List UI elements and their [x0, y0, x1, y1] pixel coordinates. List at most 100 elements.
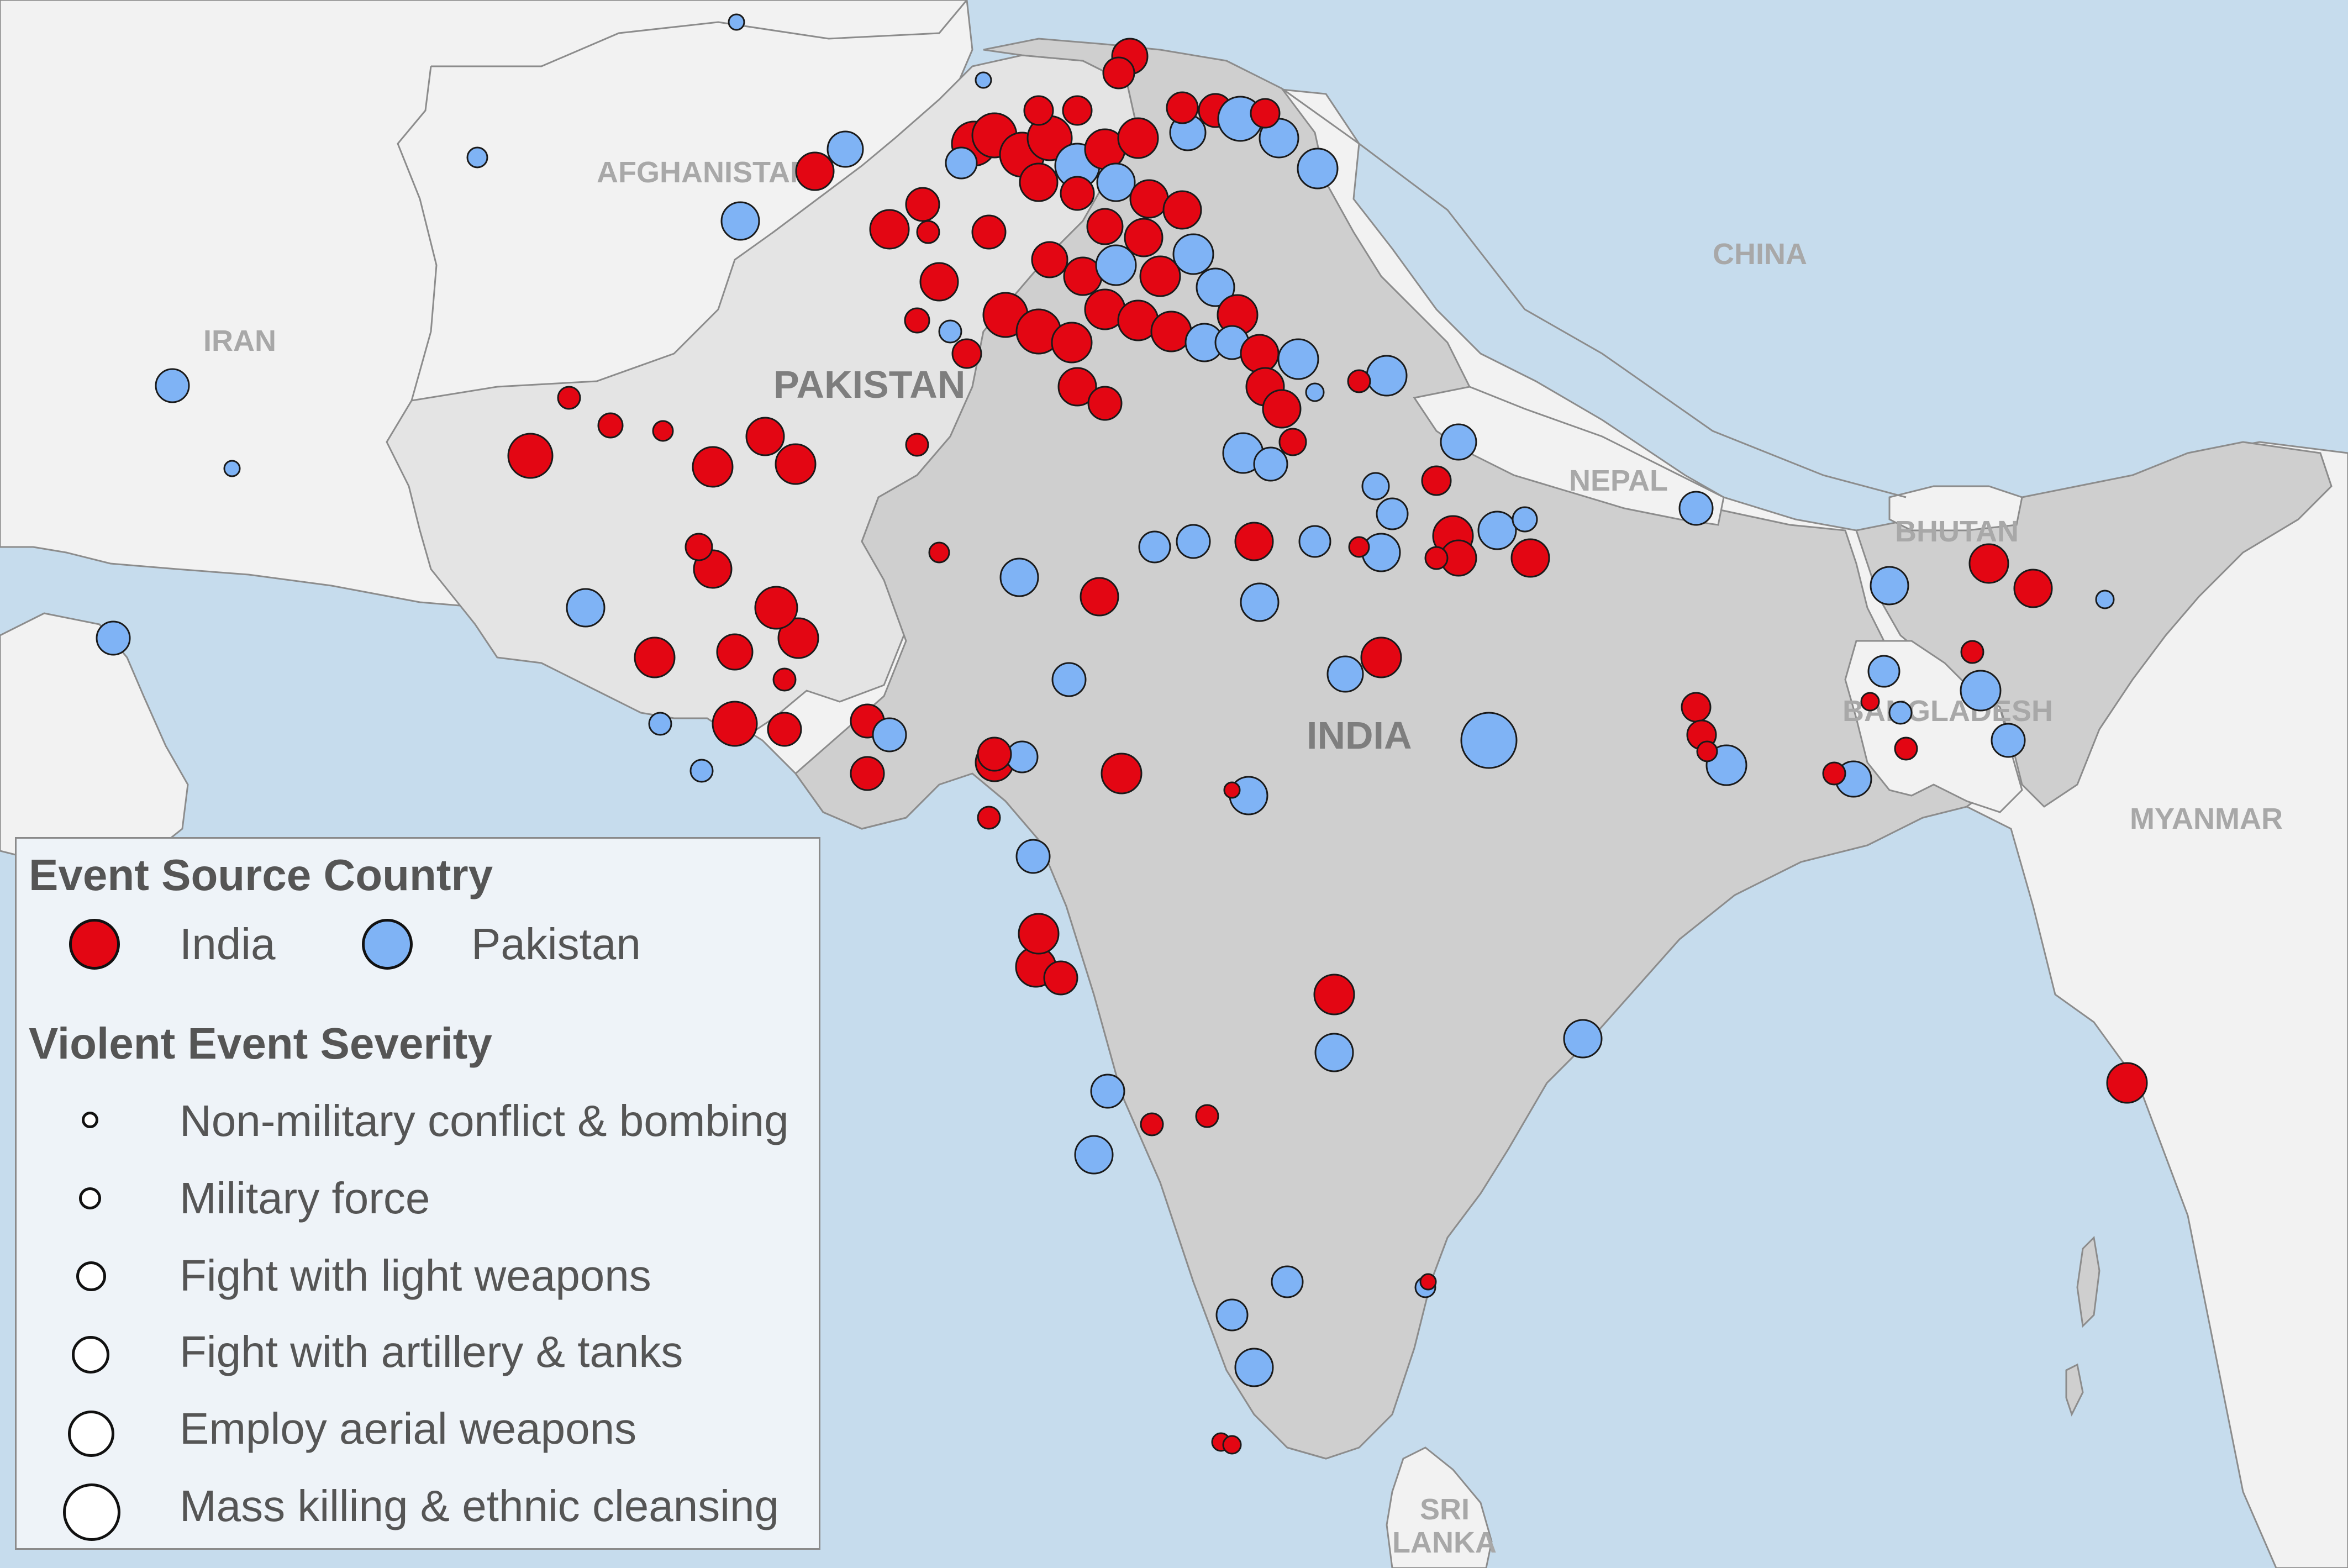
- india-event-marker: [1425, 547, 1447, 569]
- india-event-marker: [1223, 1436, 1241, 1454]
- india-event-marker: [635, 638, 675, 677]
- pakistan-event-marker: [1315, 1034, 1353, 1071]
- legend-severity-3-marker: [76, 1261, 106, 1291]
- pakistan-event-marker: [97, 622, 130, 655]
- legend-india-label: India: [180, 919, 275, 970]
- india-event-marker: [1087, 209, 1123, 244]
- pakistan-event-marker: [1367, 356, 1407, 396]
- india-event-marker: [796, 152, 834, 190]
- india-event-marker: [1118, 118, 1158, 158]
- india-event-marker: [1103, 57, 1134, 88]
- pakistan-event-marker: [1096, 245, 1136, 285]
- pakistan-event-marker: [828, 131, 863, 167]
- india-event-marker: [768, 713, 801, 746]
- pakistan-event-marker: [1461, 713, 1517, 768]
- india-event-marker: [1088, 387, 1122, 420]
- legend-source-title: Event Source Country: [29, 850, 493, 901]
- pakistan-event-marker: [1097, 164, 1135, 201]
- legend-severity-3-label: Fight with light weapons: [180, 1250, 651, 1301]
- india-event-marker: [905, 308, 929, 333]
- pakistan-event-marker: [1001, 559, 1038, 596]
- india-event-marker: [1140, 256, 1180, 296]
- pakistan-event-marker: [1139, 532, 1170, 562]
- india-event-marker: [1422, 466, 1451, 495]
- pakistan-event-marker: [1217, 1299, 1247, 1330]
- pakistan-event-marker: [1306, 383, 1324, 401]
- india-event-marker: [717, 634, 752, 670]
- india-event-marker: [1019, 914, 1059, 954]
- pakistan-event-marker: [1961, 671, 2000, 711]
- india-event-marker: [1251, 99, 1280, 128]
- pakistan-event-marker: [873, 718, 906, 751]
- pakistan-event-marker: [729, 14, 744, 30]
- india-event-marker: [746, 418, 784, 455]
- pakistan-event-marker: [1328, 656, 1363, 692]
- label-myanmar: MYANMAR: [2130, 802, 2283, 835]
- pakistan-event-marker: [1278, 339, 1318, 379]
- legend-severity-1-marker: [82, 1112, 98, 1128]
- india-event-marker: [978, 738, 1011, 771]
- pakistan-event-marker: [1680, 492, 1713, 525]
- pakistan-event-marker: [691, 760, 713, 782]
- pakistan-event-marker: [1362, 473, 1389, 499]
- legend-severity-4-label: Fight with artillery & tanks: [180, 1327, 683, 1377]
- pakistan-event-marker: [1889, 702, 1912, 724]
- india-event-marker: [929, 543, 949, 562]
- label-nepal: NEPAL: [1569, 464, 1668, 497]
- india-event-marker: [1032, 242, 1067, 277]
- pakistan-event-marker: [467, 148, 487, 167]
- india-event-marker: [906, 188, 939, 221]
- pakistan-event-marker: [939, 320, 961, 343]
- india-event-marker: [978, 807, 1000, 829]
- label-afghanistan: AFGHANISTAN: [597, 156, 812, 189]
- label-bhutan: BHUTAN: [1895, 515, 2019, 548]
- pakistan-event-marker: [1017, 840, 1050, 873]
- india-event-marker: [1024, 96, 1053, 125]
- pakistan-event-marker: [1478, 512, 1516, 549]
- india-event-marker: [1361, 638, 1401, 677]
- india-event-marker: [2014, 570, 2052, 607]
- india-event-marker: [773, 669, 796, 691]
- legend-severity-2-label: Military force: [180, 1173, 430, 1224]
- india-event-marker: [1044, 961, 1077, 995]
- legend-severity-2-marker: [79, 1187, 101, 1209]
- legend-severity-4-marker: [72, 1336, 109, 1374]
- india-event-marker: [920, 263, 958, 301]
- pakistan-event-marker: [722, 202, 759, 240]
- india-event-marker: [1164, 191, 1201, 229]
- pakistan-event-marker: [567, 589, 604, 627]
- legend-severity-6-marker: [63, 1483, 120, 1541]
- pakistan-event-marker: [1299, 526, 1330, 557]
- pakistan-event-marker: [1052, 663, 1086, 696]
- label-pakistan: PAKISTAN: [773, 363, 965, 406]
- pakistan-event-marker: [1075, 1136, 1113, 1174]
- pakistan-event-marker: [1992, 724, 2025, 757]
- india-event-marker: [1167, 92, 1198, 123]
- legend-severity-6-label: Mass killing & ethnic cleansing: [180, 1481, 779, 1532]
- india-event-marker: [870, 210, 909, 249]
- pakistan-event-marker: [1513, 507, 1537, 532]
- india-event-marker: [1861, 693, 1879, 711]
- pakistan-event-marker: [1871, 567, 1908, 604]
- india-event-marker: [755, 587, 797, 629]
- legend-pakistan-label: Pakistan: [471, 919, 641, 970]
- india-event-marker: [1224, 782, 1240, 798]
- pakistan-event-marker: [1241, 583, 1278, 621]
- pakistan-event-marker: [1441, 424, 1476, 460]
- pakistan-event-marker: [649, 713, 671, 735]
- legend-severity-1-label: Non-military conflict & bombing: [180, 1096, 789, 1146]
- india-event-marker: [1052, 323, 1092, 362]
- india-event-marker: [1348, 370, 1370, 392]
- india-event-marker: [1420, 1274, 1436, 1290]
- pakistan-event-marker: [1272, 1266, 1303, 1297]
- india-event-marker: [1196, 1105, 1218, 1127]
- india-event-marker: [917, 221, 939, 243]
- pakistan-event-marker: [1298, 149, 1338, 188]
- india-event-marker: [972, 215, 1005, 249]
- india-event-marker: [558, 387, 580, 409]
- pakistan-event-marker: [976, 72, 991, 88]
- label-india: INDIA: [1307, 714, 1412, 757]
- india-event-marker: [1970, 544, 2008, 583]
- pakistan-event-marker: [224, 461, 240, 476]
